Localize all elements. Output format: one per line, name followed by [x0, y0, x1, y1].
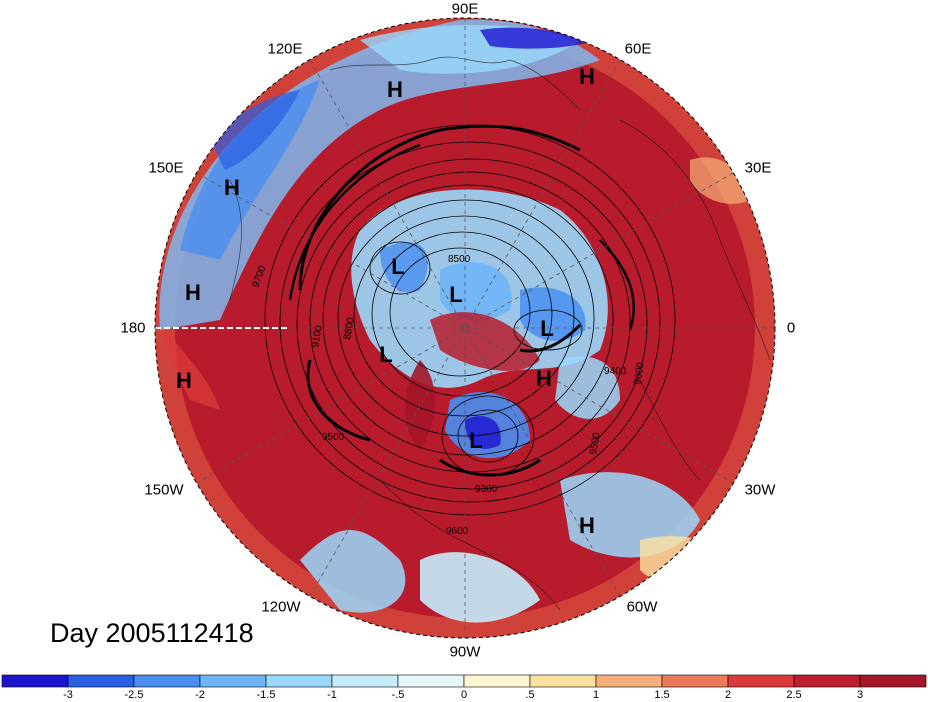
contour-labels: 8500 9700 9100 8800 9400 9500 9600 9300 …	[250, 254, 646, 537]
pressure-center: L	[391, 254, 404, 279]
pressure-center: H	[387, 77, 403, 102]
colorbar-tick-label: 2.5	[786, 689, 802, 701]
colorbar-swatch	[67, 674, 135, 688]
colorbar-swatch	[133, 674, 201, 688]
lon-label-0: 0	[786, 319, 796, 337]
colorbar-tick-label: 3	[856, 689, 864, 701]
colorbar-tick-label: .5	[525, 689, 535, 701]
colorbar-tick-label: 2	[724, 689, 732, 701]
pressure-center-labels: H H H H L L L L L H H H	[176, 64, 595, 538]
lon-label-90e: 90E	[451, 0, 479, 18]
colorbar-tick-label: -3	[63, 689, 73, 701]
lon-label-60e: 60E	[624, 40, 652, 58]
colorbar-swatch	[463, 674, 531, 688]
contour-label: 9600	[446, 526, 469, 537]
map-title: Day 2005112418	[50, 618, 254, 648]
pressure-center: H	[224, 175, 240, 200]
colorbar-swatch	[595, 674, 663, 688]
lon-label-30e: 30E	[744, 159, 772, 177]
anomaly-field	[155, 18, 775, 638]
graticule	[155, 18, 775, 638]
colorbar-tick-label: -1.5	[256, 689, 276, 701]
colorbar-swatch	[199, 674, 267, 688]
contour-label: 9300	[475, 484, 498, 495]
colorbar-swatch	[793, 674, 861, 688]
colorbar-swatch	[397, 674, 465, 688]
colorbar-swatch	[1, 674, 69, 688]
colorbar-swatch	[661, 674, 729, 688]
colorbar	[0, 674, 928, 702]
contour-label: 8500	[448, 254, 471, 265]
contour-label: 9500	[322, 432, 345, 443]
colorbar-swatch	[265, 674, 333, 688]
colorbar-tick-label: -.5	[391, 689, 405, 701]
colorbar-swatches	[1, 674, 927, 688]
lon-label-120w: 120W	[261, 598, 301, 616]
pressure-center: L	[379, 342, 392, 367]
colorbar-tick-label: 0	[460, 689, 468, 701]
height-contours	[264, 124, 676, 516]
colorbar-tick-label: -2	[195, 689, 205, 701]
contour-label: 8800	[342, 316, 357, 340]
pressure-center: L	[469, 428, 482, 453]
colorbar-swatch	[331, 674, 399, 688]
map-border	[154, 17, 776, 639]
colorbar-tick-label: -1	[327, 689, 337, 701]
colorbar-tick-label: 1	[592, 689, 600, 701]
lon-label-30w: 30W	[744, 481, 776, 499]
pressure-center: L	[449, 282, 462, 307]
colorbar-swatch	[529, 674, 597, 688]
pressure-center: H	[579, 513, 595, 538]
lon-label-150e: 150E	[148, 159, 184, 177]
pressure-center: L	[540, 316, 553, 341]
contour-label: 9400	[604, 366, 627, 377]
pressure-center: H	[536, 366, 552, 391]
lon-label-60w: 60W	[626, 598, 658, 616]
contour-label: 9100	[310, 324, 325, 348]
pressure-center: H	[176, 368, 192, 393]
lon-label-180: 180	[120, 319, 146, 337]
colorbar-swatch	[727, 674, 795, 688]
pressure-center: H	[579, 64, 595, 89]
pressure-center: H	[185, 280, 201, 305]
colorbar-tick-label: 1.5	[654, 689, 670, 701]
contour-label: 9500	[588, 431, 603, 455]
lon-label-90w: 90W	[449, 643, 481, 661]
contour-label: 9600	[632, 361, 647, 385]
lon-label-120e: 120E	[267, 40, 303, 58]
colorbar-swatch	[859, 674, 927, 688]
colorbar-tick-label: -2.5	[124, 689, 144, 701]
lon-label-150w: 150W	[144, 481, 184, 499]
